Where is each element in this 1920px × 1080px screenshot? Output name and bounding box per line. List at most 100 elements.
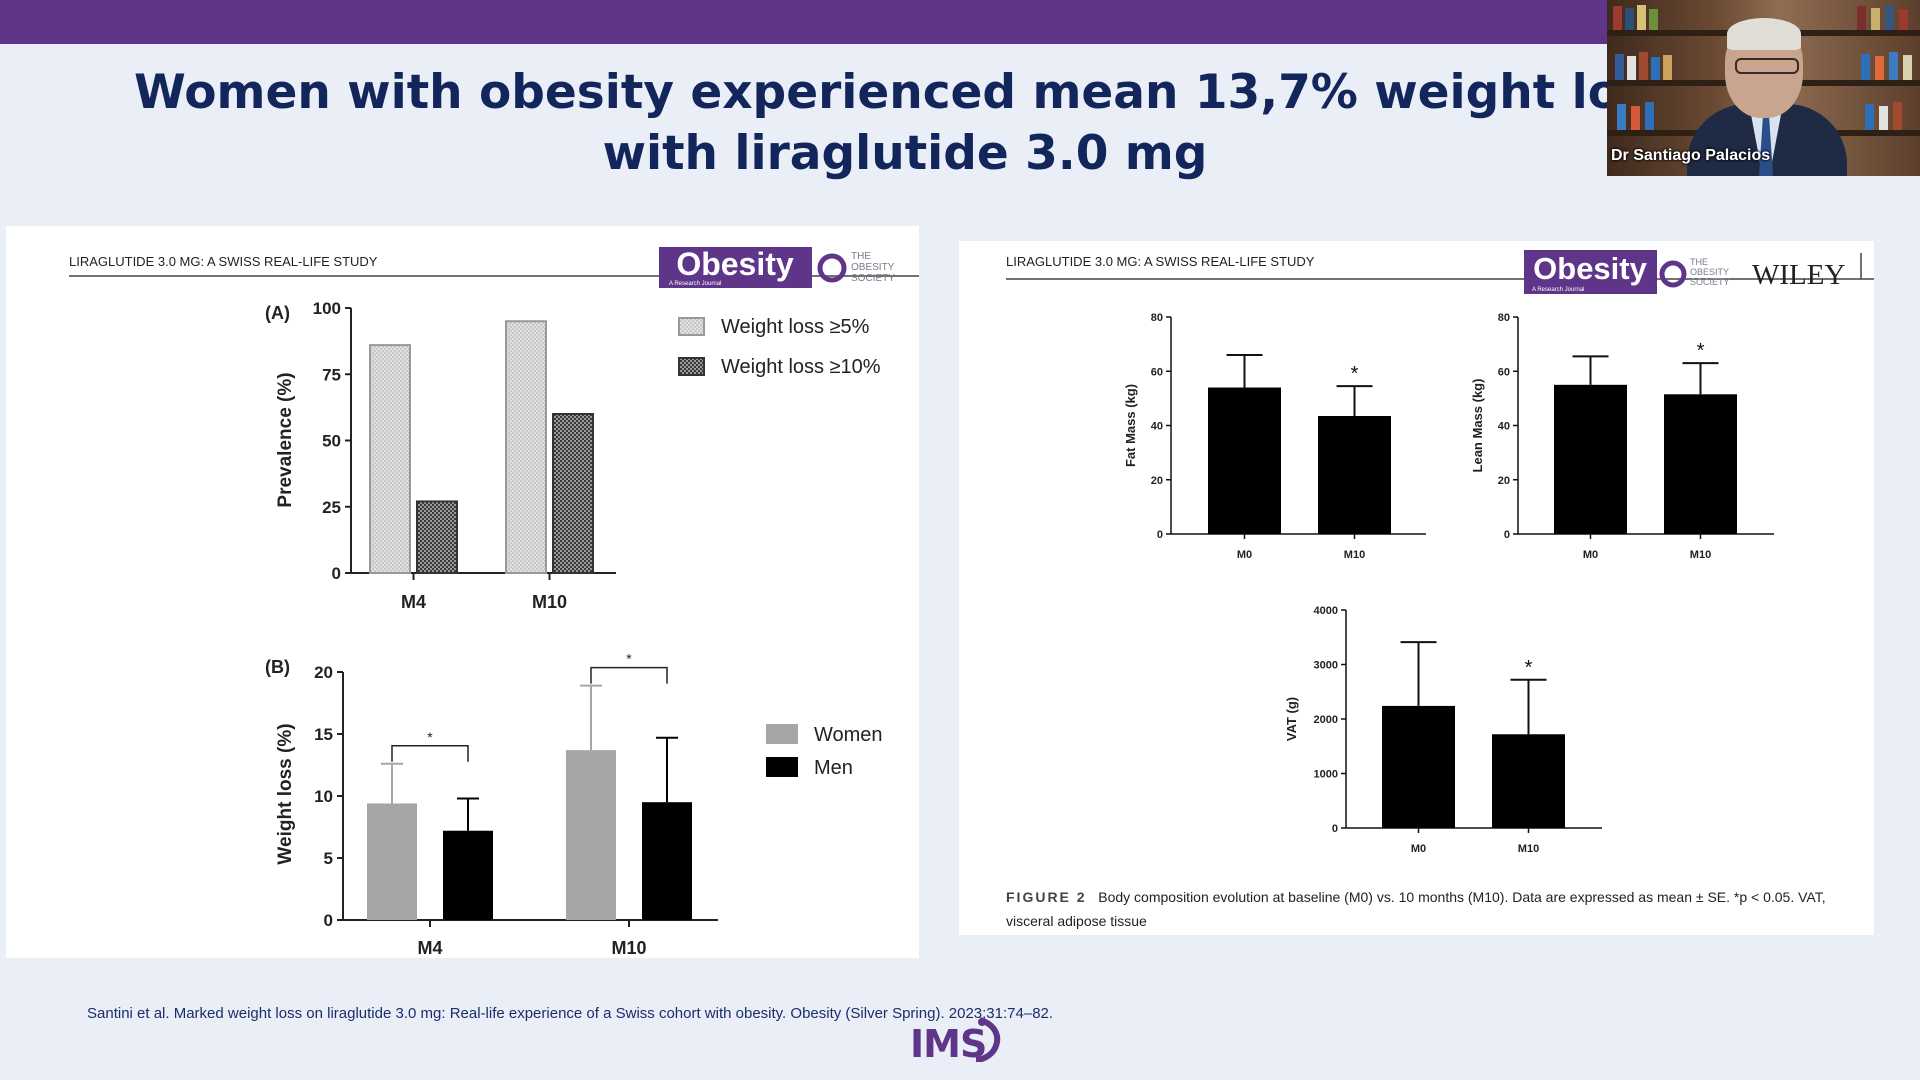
chart-a-bar	[416, 500, 458, 575]
society-left-line3: SOCIETY	[851, 273, 895, 284]
chart-a-legend-label: Weight loss ≥5%	[721, 316, 870, 338]
figure-right-svg: LIRAGLUTIDE 3.0 MG: A SWISS REAL-LIFE ST…	[1006, 250, 1874, 855]
chart-b-y-tick-label: 20	[314, 663, 333, 682]
chart-vat: 0 1000 2000 3000 4000 VAT (g) M0 * M10	[1284, 605, 1602, 855]
ims-logo-text: IMS	[910, 1022, 987, 1066]
chart-lean-bar	[1554, 384, 1627, 534]
chart-fat-x-tick-label: M10	[1344, 549, 1365, 561]
figure-caption: FIGURE 2 Body composition evolution at b…	[1006, 885, 1866, 933]
chart-b-significance-bracket	[391, 745, 469, 762]
chart-lean-x-tick-label: M10	[1690, 549, 1711, 561]
chart-vat-y-tick-label: 1000	[1314, 769, 1338, 781]
chart-vat-y-tick-label: 2000	[1314, 714, 1338, 726]
running-head-left: LIRAGLUTIDE 3.0 MG: A SWISS REAL-LIFE ST…	[69, 254, 378, 269]
society-left-line2: OBESITY	[851, 262, 895, 273]
running-head-right: LIRAGLUTIDE 3.0 MG: A SWISS REAL-LIFE ST…	[1006, 254, 1315, 269]
figure-right-panel: LIRAGLUTIDE 3.0 MG: A SWISS REAL-LIFE ST…	[959, 241, 1874, 935]
chart-b-significance-bracket	[590, 666, 668, 684]
chart-a-y-tick-label: 0	[332, 564, 341, 583]
chart-vat-y-tick-label: 0	[1332, 823, 1338, 835]
society-logo-right-icon	[1659, 260, 1687, 288]
chart-b-y-tick-label: 5	[324, 849, 333, 868]
chart-vat-significance-star: *	[1525, 657, 1533, 679]
chart-b-x-tick-label: M4	[417, 938, 442, 958]
chart-a-y-tick-label: 25	[322, 498, 341, 517]
chart-lean-y-tick-label: 0	[1504, 529, 1510, 541]
chart-a-x-tick-label: M4	[401, 592, 426, 612]
society-logo-left-icon	[817, 253, 847, 283]
chart-b-bar	[642, 802, 692, 920]
chart-a-legend-swatch	[678, 357, 705, 376]
chart-b-bar	[443, 830, 493, 920]
chart-fat-mass: 0 20 40 60 80 Fat Mass (kg) M0 * M10	[1123, 312, 1426, 561]
chart-b-legend-label: Men	[814, 757, 853, 779]
society-right-line1: THE	[1690, 257, 1708, 267]
caption-label: FIGURE 2	[1006, 889, 1087, 905]
chart-vat-x-tick-label: M0	[1411, 843, 1426, 855]
chart-fat-bar	[1318, 416, 1391, 534]
chart-lean-bar	[1664, 394, 1737, 534]
society-right-line3: SOCIETY	[1690, 277, 1730, 287]
chart-a-y-tick-label: 100	[313, 299, 341, 318]
journal-logo-right-text: Obesity	[1533, 251, 1647, 286]
journal-logo-left-sub: A Research Journal	[669, 281, 721, 287]
chart-b-significance-star: *	[427, 729, 433, 745]
chart-b-bar	[367, 803, 417, 920]
chart-b-legend-swatch	[766, 724, 798, 744]
figure-left-svg: LIRAGLUTIDE 3.0 MG: A SWISS REAL-LIFE ST…	[69, 246, 919, 958]
chart-b-legend-label: Women	[814, 724, 883, 746]
chart-lean-y-label: Lean Mass (kg)	[1470, 379, 1485, 473]
society-left-line1: THE	[851, 251, 871, 262]
speaker-name: Dr Santiago Palacios	[1611, 147, 1771, 164]
chart-lean-significance-star: *	[1697, 340, 1705, 362]
slide-title-line-2: with liraglutide 3.0 mg	[602, 126, 1208, 181]
citation: Santini et al. Marked weight loss on lir…	[87, 1005, 1054, 1022]
chart-a-x-tick-label: M10	[532, 592, 567, 612]
chart-fat-y-tick-label: 20	[1151, 475, 1163, 487]
chart-b-panel-label: (B)	[265, 657, 290, 677]
chart-fat-x-tick-label: M0	[1237, 549, 1252, 561]
chart-fat-bar	[1208, 387, 1281, 534]
chart-b-y-tick-label: 15	[314, 725, 333, 744]
chart-fat-y-tick-label: 0	[1157, 529, 1163, 541]
chart-a-legend-swatch	[678, 317, 705, 336]
chart-vat-y-tick-label: 3000	[1314, 660, 1338, 672]
chart-a-y-tick-label: 50	[322, 432, 341, 451]
chart-vat-bar	[1382, 705, 1455, 828]
chart-lean-y-tick-label: 40	[1498, 421, 1510, 433]
slide-title: Women with obesity experienced mean 13,7…	[90, 62, 1720, 184]
journal-logo-right-sub: A Research Journal	[1532, 287, 1584, 293]
chart-b-y-tick-label: 0	[324, 911, 333, 930]
chart-a-bar	[552, 413, 594, 574]
chart-b-significance-star: *	[626, 651, 632, 667]
chart-lean-x-tick-label: M0	[1583, 549, 1598, 561]
chart-b-y-tick-label: 10	[314, 787, 333, 806]
chart-a-y-label: Prevalence (%)	[275, 372, 296, 507]
chart-vat-x-tick-label: M10	[1518, 843, 1539, 855]
chart-a-bar	[505, 320, 547, 574]
chart-lean-y-tick-label: 60	[1498, 366, 1510, 378]
chart-b-bar	[566, 750, 616, 920]
chart-lean-y-tick-label: 20	[1498, 475, 1510, 487]
top-banner	[0, 0, 1607, 44]
chart-fat-significance-star: *	[1351, 363, 1359, 385]
chart-fat-y-tick-label: 60	[1151, 366, 1163, 378]
ims-logo: IMS	[910, 1016, 1010, 1066]
journal-logo-left-text: Obesity	[676, 246, 794, 282]
chart-a-panel-label: (A)	[265, 303, 290, 323]
chart-vat-y-label: VAT (g)	[1284, 697, 1299, 741]
journal-logo-right	[1524, 250, 1657, 294]
speaker-video: Dr Santiago Palacios	[1607, 0, 1920, 176]
chart-b-x-tick-label: M10	[611, 938, 646, 958]
chart-a-y-tick-label: 75	[322, 365, 341, 384]
chart-lean-mass: 0 20 40 60 80 Lean Mass (kg) M0 * M10	[1470, 312, 1774, 561]
chart-b: (B) 0 5 10 15 20 Weight loss (%) * M4 * M10 Women Me…	[265, 651, 883, 958]
chart-fat-y-tick-label: 40	[1151, 421, 1163, 433]
chart-fat-y-tick-label: 80	[1151, 312, 1163, 324]
chart-b-legend-swatch	[766, 757, 798, 777]
chart-a-bar	[369, 344, 411, 574]
society-right-line2: OBESITY	[1690, 267, 1729, 277]
chart-a-legend-label: Weight loss ≥10%	[721, 356, 881, 378]
caption-text: Body composition evolution at baseline (…	[1006, 889, 1826, 929]
figure-left-panel: LIRAGLUTIDE 3.0 MG: A SWISS REAL-LIFE ST…	[6, 226, 919, 958]
